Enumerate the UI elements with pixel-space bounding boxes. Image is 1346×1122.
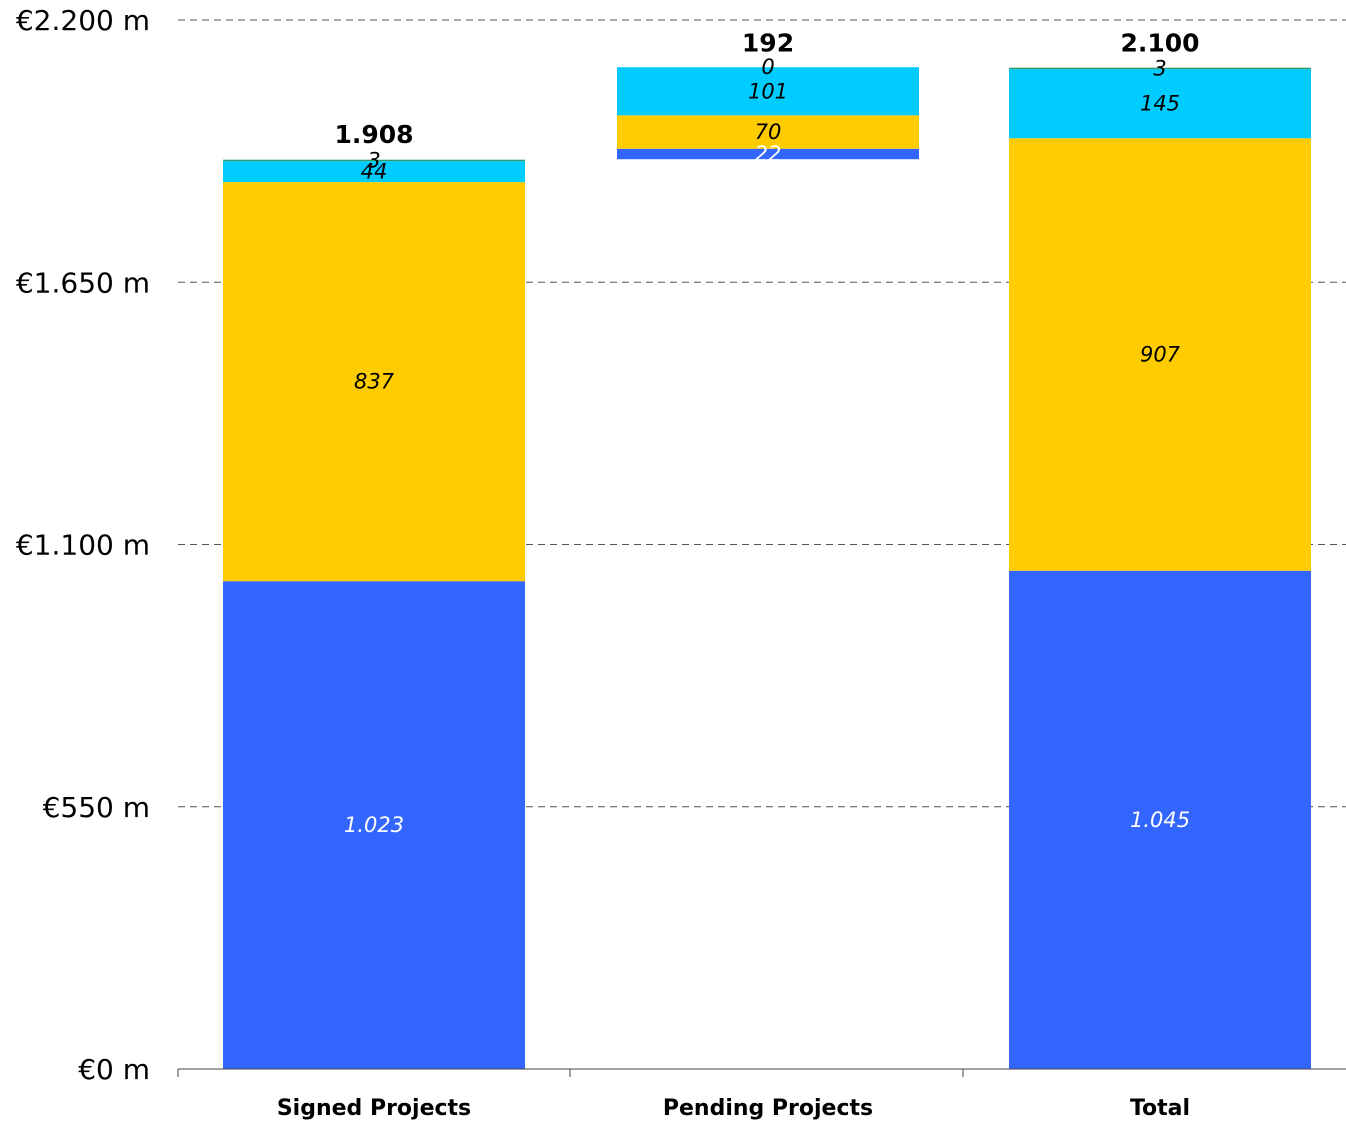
- y-tick-label: €550 m: [43, 791, 150, 824]
- bar-total-label: 1.908: [334, 120, 413, 149]
- segment-value-label: 70: [755, 120, 782, 144]
- segment-value-label: 3: [1153, 56, 1166, 80]
- bar-segment: [223, 161, 525, 183]
- bar-segment: [1009, 67, 1311, 70]
- segment-value-label: 101: [748, 79, 788, 103]
- bar-segment: [223, 182, 525, 582]
- bar-segment: [1009, 570, 1311, 1069]
- bar-segment: [617, 67, 919, 116]
- segment-value-label: 837: [354, 370, 395, 394]
- bar-segment: [617, 148, 919, 160]
- segment-value-label: 145: [1140, 92, 1180, 116]
- bar-segment: [223, 581, 525, 1069]
- bar-segment: [1009, 69, 1311, 139]
- segment-value-label: 44: [361, 160, 388, 184]
- y-tick-label: €0 m: [78, 1053, 150, 1086]
- segment-value-label: 907: [1140, 342, 1181, 366]
- segment-value-label: 22: [755, 142, 782, 166]
- bar-total-label: 2.100: [1120, 29, 1199, 58]
- bar-total-label: 192: [742, 29, 794, 58]
- y-tick-label: €2.200 m: [16, 4, 150, 37]
- x-category-label: Signed Projects: [277, 1096, 471, 1121]
- bar-segment: [1009, 138, 1311, 571]
- segment-value-label: 0: [761, 55, 774, 79]
- segment-value-label: 3: [367, 148, 380, 172]
- y-tick-label: €1.650 m: [16, 266, 150, 299]
- bar-segment: [223, 159, 525, 162]
- segment-value-label: 1.045: [1130, 808, 1190, 832]
- segment-value-label: 1.023: [344, 813, 404, 837]
- data-labels: 1.0238374431.908227010101921.04590714532…: [334, 29, 1199, 837]
- bar-segment: [617, 115, 919, 149]
- x-category-label: Pending Projects: [663, 1096, 873, 1121]
- bars: [223, 67, 1311, 1069]
- y-tick-label: €1.100 m: [16, 529, 150, 562]
- x-category-label: Total: [1130, 1096, 1190, 1121]
- axes: €0 m €550 m €1.100 m €1.650 m €2.200 m Signed…: [16, 4, 1346, 1121]
